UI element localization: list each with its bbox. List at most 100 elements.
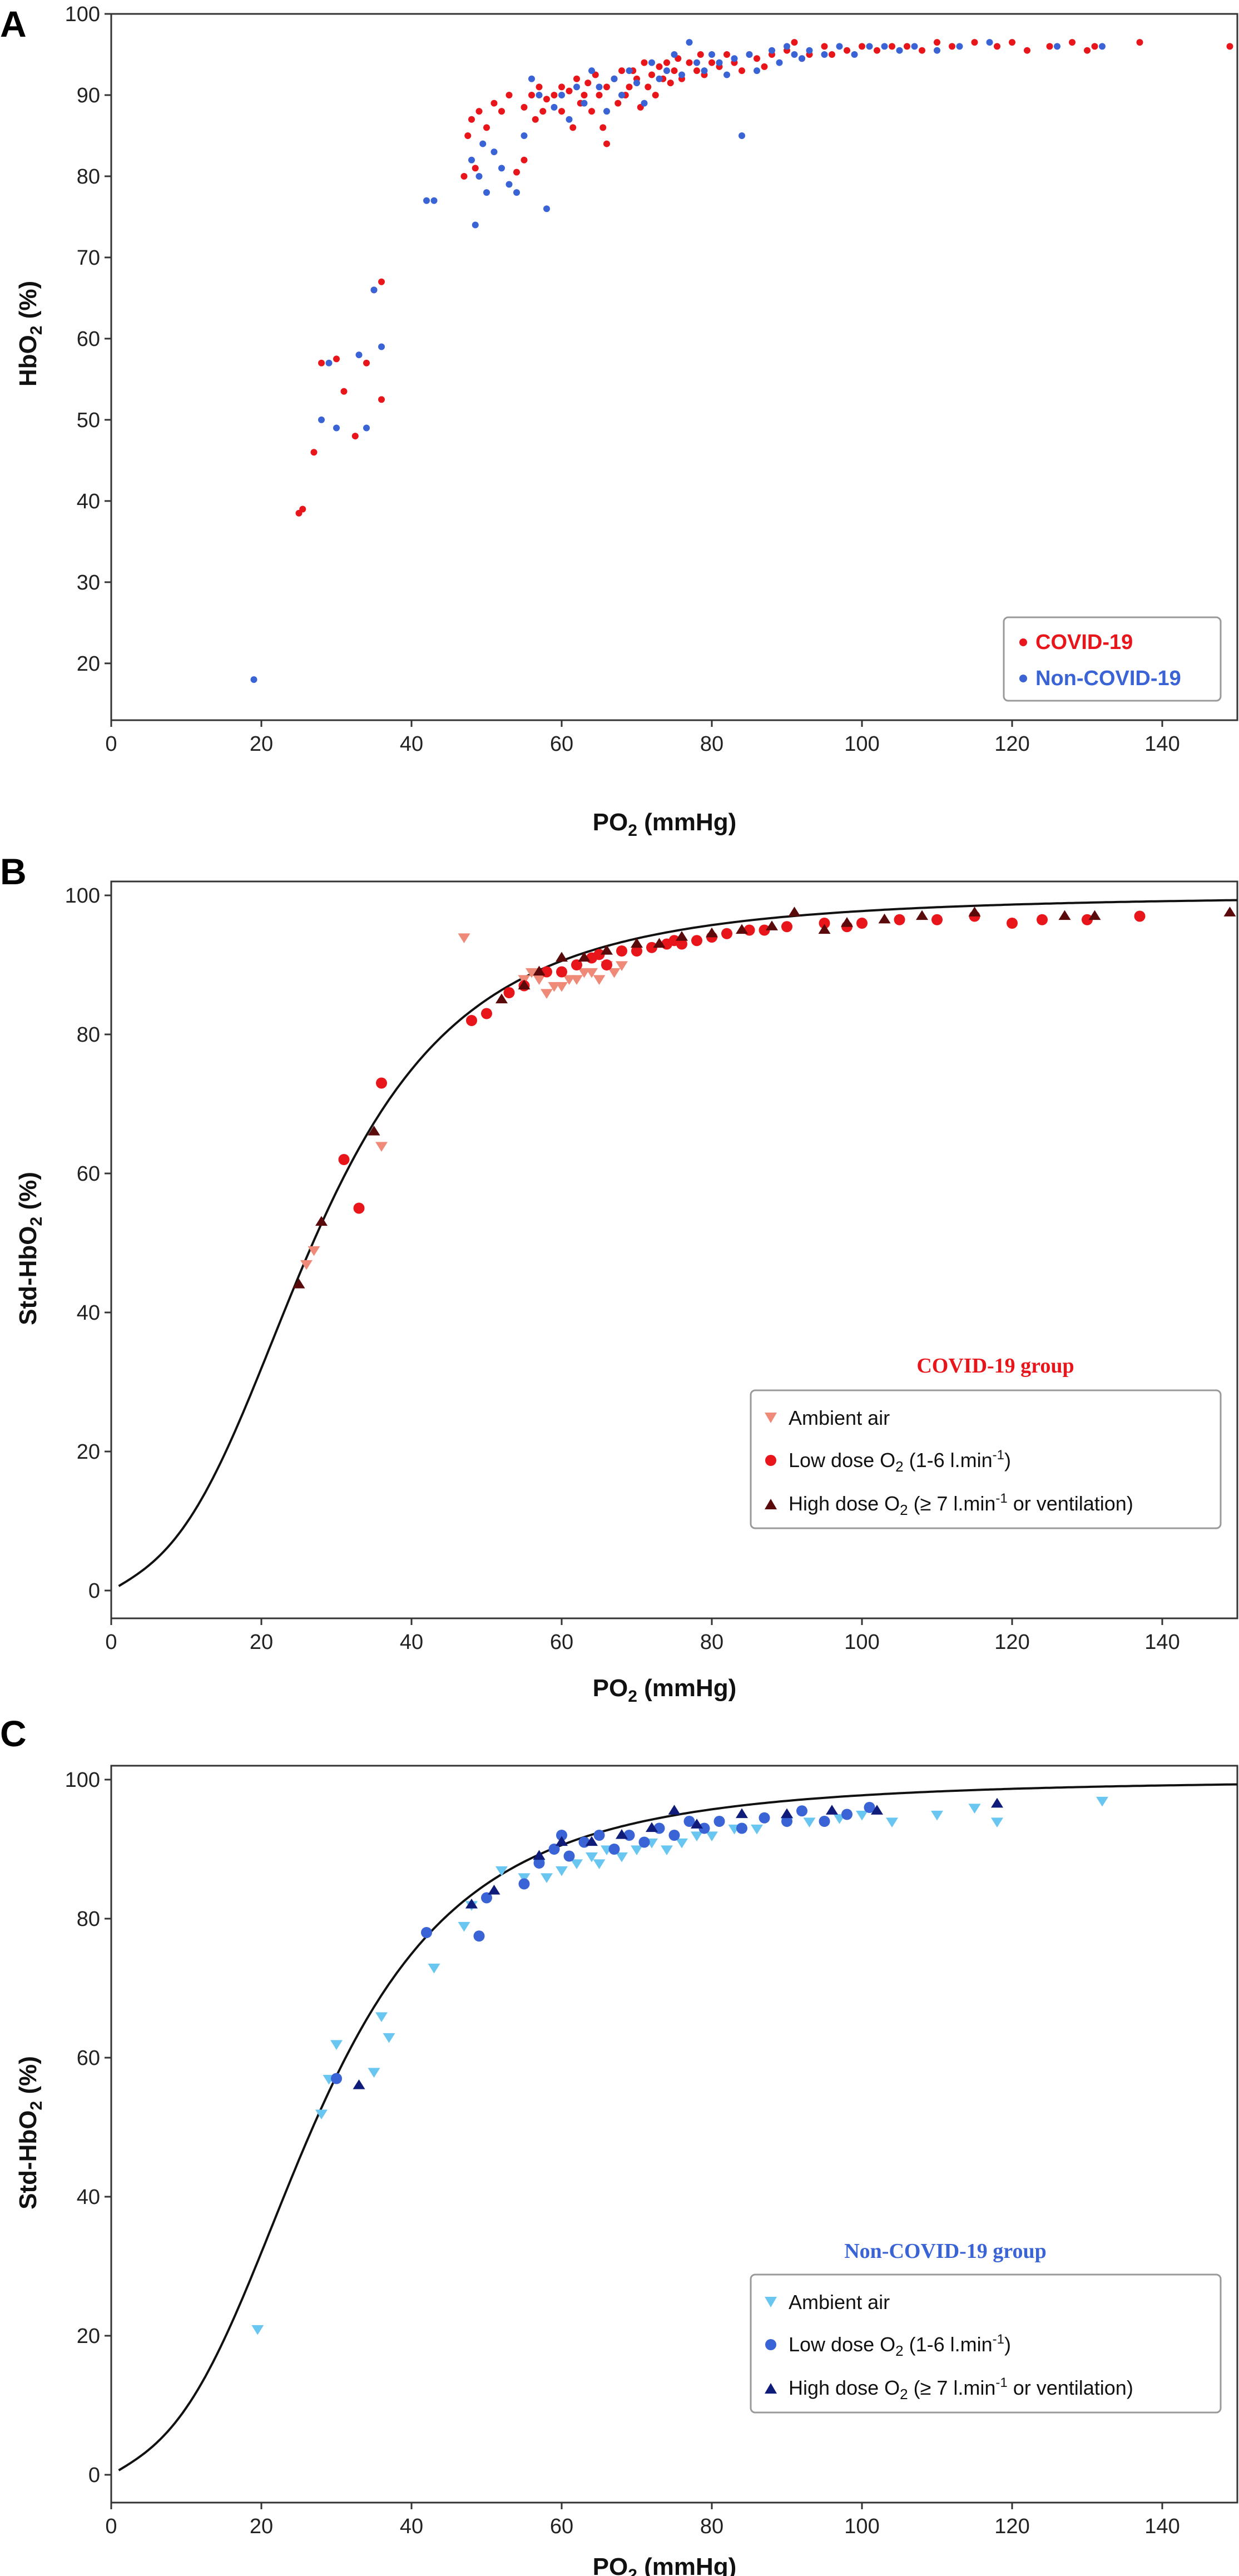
legend-a-noncovid-label: Non-COVID-19 [1035,667,1181,690]
data-point [663,59,670,66]
data-point [781,1808,793,1819]
panel-c-y-axis-label: Std-HbO2 (%) [14,2056,46,2210]
y-tick-label: 20 [77,1440,100,1464]
data-point [776,59,783,66]
panel-c-legend: Ambient air Low dose O2 (1-6 l.min-1) Hi… [750,2273,1222,2414]
data-point [799,55,805,62]
data-point [686,59,693,66]
data-point [581,91,588,98]
data-point [556,982,568,992]
legend-b-ambient-marker [765,1413,777,1423]
data-point [584,80,592,87]
data-point [754,67,760,75]
data-point [968,906,981,917]
data-point [556,1836,568,1846]
data-point [856,918,868,929]
data-point [874,47,880,54]
data-point [986,39,993,46]
data-point [498,108,505,115]
data-point [378,343,385,350]
data-point [351,433,359,440]
data-point [859,43,865,50]
data-point [586,968,598,978]
data-point [739,67,745,75]
data-point [656,75,663,82]
data-point [894,914,905,925]
data-point [375,2012,388,2022]
legend-c-ambient-marker [765,2297,777,2307]
data-point [616,945,627,957]
data-point [472,165,479,172]
x-tick-label: 20 [250,2515,273,2538]
data-point [526,968,538,978]
data-point [315,2109,328,2119]
legend-b-lowdose-label: Low dose O2 (1-6 l.min-1) [789,1448,1011,1475]
data-point [991,1817,1003,1827]
data-point [571,959,582,970]
data-point [759,1812,770,1824]
panel-b-plot-area [110,880,1238,1619]
data-point [693,67,700,75]
data-point [468,116,475,123]
data-point [488,1885,500,1895]
data-point [551,91,558,98]
data-point [421,1927,432,1938]
data-point [889,43,895,50]
x-tick-label: 140 [1144,732,1179,756]
data-point [791,39,798,46]
data-point [468,156,475,164]
data-point [866,43,873,50]
data-point [791,51,798,58]
data-point [601,959,612,970]
panel-c-letter: C [0,1713,27,1754]
data-point [1223,906,1236,917]
data-point [473,1930,485,1942]
data-point [536,91,543,98]
data-point [566,87,573,95]
legend-a-covid-label: COVID-19 [1035,631,1133,654]
data-point [911,43,918,50]
data-point [539,108,547,115]
data-point [686,39,693,46]
y-tick-label: 20 [77,652,100,676]
data-point [633,80,640,87]
panel-a-letter: A [0,3,27,44]
data-point [495,1866,508,1876]
data-point [586,1852,598,1862]
y-tick-label: 90 [77,84,100,107]
data-point [543,205,550,212]
data-point [648,71,655,78]
data-point [378,396,385,403]
data-point [541,1873,553,1883]
panel-b: B 0 20 40 60 80 100 0 20 40 60 80 100 120 140 PO2 (m… [0,851,1238,1706]
data-point [518,979,531,990]
data-point [731,55,738,62]
data-point [513,169,520,176]
panel-a-legend-box [1003,616,1222,702]
data-point [556,966,567,978]
x-tick-label: 40 [400,732,423,756]
data-point [616,1852,628,1862]
data-point [819,918,830,929]
data-point [596,91,603,98]
data-point [578,952,591,962]
data-point [818,924,831,934]
data-point [458,933,470,943]
data-point [1069,39,1076,46]
data-point [934,39,940,46]
data-point [723,51,730,58]
y-tick-label: 80 [77,1023,100,1047]
legend-c-ambient-label: Ambient air [789,2291,890,2314]
data-point [571,1859,583,1869]
data-point [573,75,580,82]
data-point [483,124,490,131]
data-point [573,83,580,91]
data-point [931,914,943,925]
data-point [645,83,652,91]
series-2 [293,906,1236,1289]
data-point [821,51,828,58]
y-tick-label: 100 [65,1768,100,1792]
data-point [498,165,505,172]
panel-b-y-ticks: 0 20 40 60 80 100 [65,884,111,1603]
